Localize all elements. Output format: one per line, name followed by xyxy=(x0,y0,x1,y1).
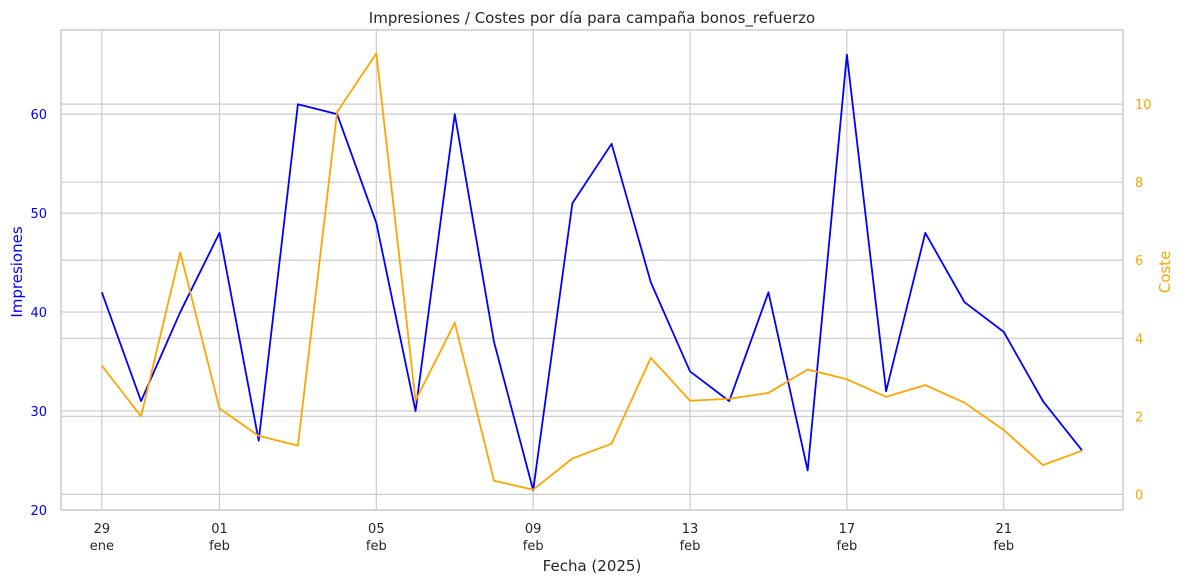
x-tick-label-month: feb xyxy=(836,539,857,554)
x-tick-label-day: 13 xyxy=(682,522,699,537)
grid xyxy=(61,30,1123,511)
y-tick-label-left: 60 xyxy=(30,108,47,123)
y-tick-label-right: 0 xyxy=(1135,488,1143,503)
x-tick-label-day: 09 xyxy=(525,522,542,537)
x-tick-label-month: feb xyxy=(993,539,1014,554)
series-line-coste xyxy=(101,52,1083,491)
y-tick-label-left: 30 xyxy=(30,405,47,420)
y-axis-label-left: Impresiones xyxy=(8,226,26,318)
x-tick-label-day: 21 xyxy=(995,522,1012,537)
y-tick-label-right: 10 xyxy=(1135,98,1152,113)
y-tick-label-left: 50 xyxy=(30,207,47,222)
x-axis-label: Fecha (2025) xyxy=(543,557,642,575)
x-tick-label-month: ene xyxy=(90,539,114,554)
x-tick-label-day: 17 xyxy=(839,522,856,537)
series-line-impresiones xyxy=(101,53,1083,492)
x-tick-label-day: 29 xyxy=(94,522,111,537)
plot-frame xyxy=(60,29,1124,511)
x-tick-label-month: feb xyxy=(209,539,230,554)
y-tick-label-left: 20 xyxy=(30,504,47,519)
y-tick-label-right: 4 xyxy=(1135,332,1143,347)
x-tick-label-month: feb xyxy=(523,539,544,554)
y-tick-label-right: 2 xyxy=(1135,410,1143,425)
y-tick-label-left: 40 xyxy=(30,306,47,321)
x-tick-label-day: 01 xyxy=(211,522,228,537)
x-tick-label-month: feb xyxy=(366,539,387,554)
y-axis-label-right: Coste xyxy=(1156,251,1174,294)
y-tick-label-right: 8 xyxy=(1135,176,1143,191)
series-layer xyxy=(101,52,1083,492)
y-tick-label-right: 6 xyxy=(1135,254,1143,269)
tick-labels: 29ene01feb05feb09feb13feb17feb21feb20304… xyxy=(30,98,1151,554)
axes xyxy=(60,29,1124,511)
chart-title: Impresiones / Costes por día para campañ… xyxy=(369,9,815,28)
x-tick-label-month: feb xyxy=(680,539,701,554)
x-tick-label-day: 05 xyxy=(368,522,385,537)
